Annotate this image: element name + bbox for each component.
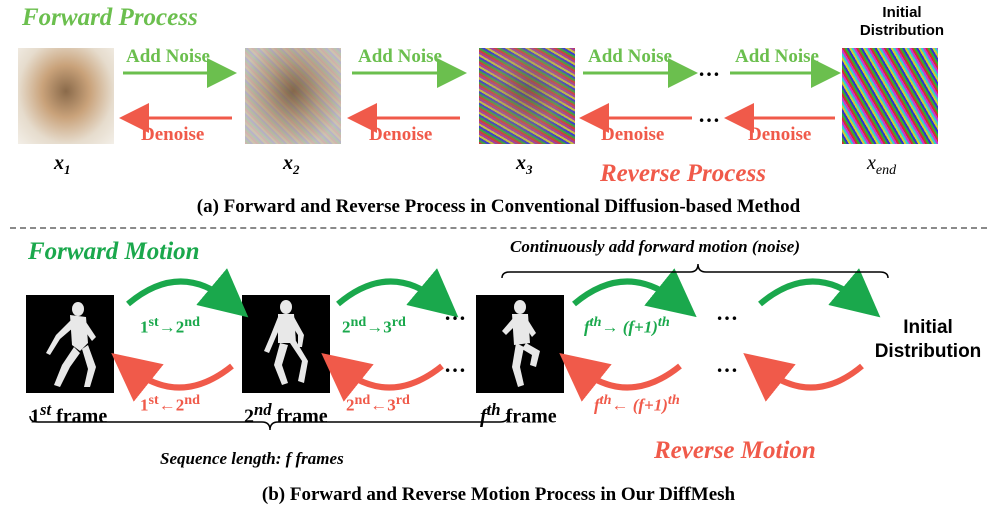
ellipsis-top-forward: … [698, 56, 721, 81]
denoise-label-1: Denoise [141, 124, 205, 145]
frame-image-1 [26, 295, 114, 393]
ellipsis-fwd-b1: … [444, 300, 467, 325]
forward-label-2: 2nd→3rd [342, 314, 406, 337]
forward-label-1: 1st→2nd [140, 314, 200, 337]
section-divider [10, 227, 987, 229]
add-noise-label-1: Add Noise [126, 46, 210, 67]
frame-label-1: 1st frame [30, 400, 108, 428]
initial-distribution-label-top: Initial Distribution [832, 4, 972, 40]
add-noise-label-3: Add Noise [588, 46, 672, 67]
reverse-process-title: Reverse Process [600, 160, 766, 187]
frame-label-f: fth frame [480, 400, 557, 428]
caption-b: (b) Forward and Reverse Motion Process i… [261, 484, 736, 505]
human-mesh-2 [264, 300, 308, 385]
reverse-motion-title: Reverse Motion [654, 437, 816, 464]
initial-distribution-label-bottom: Initial Distribution [868, 316, 988, 364]
image-x3-noisier [479, 48, 575, 144]
distribution-label-line1: Distribution [859, 22, 945, 39]
brace-top [501, 263, 889, 279]
initial-label-line2: Initial [903, 317, 953, 338]
reverse-label-1: 1st←2nd [140, 392, 200, 415]
initial-label-line1: Initial [882, 4, 922, 21]
denoise-label-4: Denoise [748, 124, 812, 145]
brace-bottom [29, 415, 509, 430]
ellipsis-top-reverse: … [698, 102, 721, 127]
image-x2-noisy [245, 48, 341, 144]
brace-top-label: Continuously add forward motion (noise) [510, 237, 801, 256]
image-xend-noise [842, 48, 938, 144]
denoise-label-2: Denoise [369, 124, 433, 145]
forward-motion-title: Forward Motion [28, 238, 200, 265]
frame-image-2 [242, 295, 330, 393]
forward-motion-arcs [126, 268, 881, 318]
var-x1: x1 [54, 152, 71, 177]
brace-bottom-label: Sequence length: f frames [160, 449, 344, 468]
frame-image-f [476, 295, 564, 393]
forward-process-title: Forward Process [22, 4, 198, 31]
motion-arrows-b [29, 263, 889, 430]
var-xend: xend [867, 152, 897, 178]
reverse-motion-arcs [111, 353, 864, 402]
ellipsis-fwd-b2: … [716, 300, 739, 325]
frame-label-2: 2nd frame [244, 400, 328, 428]
var-x3: x3 [516, 152, 533, 177]
image-x1-clean [18, 48, 114, 144]
denoise-label-3: Denoise [601, 124, 665, 145]
ellipsis-rev-b2: … [716, 352, 739, 377]
reverse-label-2: 2nd←3rd [346, 392, 410, 415]
ellipsis-rev-b1: … [444, 352, 467, 377]
process-arrows-a [119, 58, 841, 133]
add-noise-label-4: Add Noise [735, 46, 819, 67]
caption-a: (a) Forward and Reverse Process in Conve… [196, 196, 801, 217]
human-mesh-f [502, 300, 540, 387]
reverse-label-f: fth← (f+1)th [594, 392, 680, 415]
distribution-label-line2: Distribution [874, 341, 982, 362]
add-noise-label-2: Add Noise [358, 46, 442, 67]
forward-label-f: fth→ (f+1)th [584, 314, 670, 337]
human-mesh-1 [46, 302, 96, 387]
var-x2: x2 [283, 152, 300, 177]
